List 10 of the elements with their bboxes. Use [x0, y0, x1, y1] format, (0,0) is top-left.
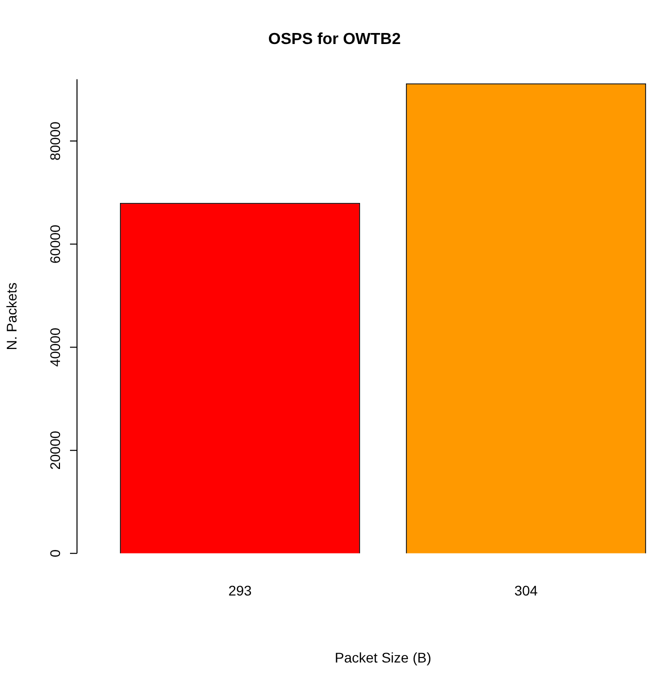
- x-tick-label: 293: [228, 582, 252, 599]
- y-axis-title: N. Packets: [3, 282, 20, 350]
- y-tick-label: 80000: [46, 121, 63, 161]
- y-tick-label: 60000: [46, 224, 63, 264]
- x-tick-label: 304: [514, 582, 538, 599]
- chart-title: OSPS for OWTB2: [268, 31, 401, 48]
- y-tick-label: 20000: [46, 430, 63, 470]
- y-tick-label: 40000: [46, 328, 63, 367]
- x-axis-title: Packet Size (B): [334, 649, 432, 666]
- y-tick-label: 0: [46, 549, 63, 558]
